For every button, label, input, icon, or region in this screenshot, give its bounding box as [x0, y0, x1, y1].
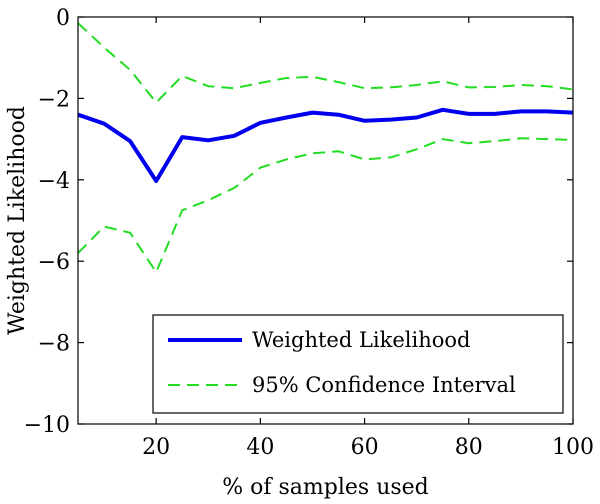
legend-box [152, 314, 564, 414]
y-tick-label: −10 [24, 413, 70, 438]
x-tick-label: 80 [455, 435, 483, 460]
series-line-95-confidence-interval-lower [77, 137, 574, 274]
x-tick-label: 40 [246, 435, 274, 460]
y-tick-label: −4 [38, 169, 70, 194]
x-tick-label: 100 [552, 435, 594, 460]
legend-label-weighted-likelihood: Weighted Likelihood [252, 328, 470, 352]
x-tick-label: 20 [142, 435, 170, 460]
y-tick-label: 0 [56, 6, 70, 31]
legend-label-confidence-interval: 95% Confidence Interval [252, 373, 516, 397]
series-line-95-confidence-interval [77, 22, 574, 104]
x-axis-title: % of samples used [222, 475, 429, 500]
y-tick-label: −8 [38, 332, 70, 357]
y-tick-label: −6 [38, 250, 70, 275]
series-line-weighted-likelihood [77, 107, 574, 183]
y-tick-label: −2 [38, 87, 70, 112]
legend: Weighted Likelihood 95% Confidence Inter… [152, 314, 564, 414]
tick-layer: 20 40 60 80 100 0 −2 −4 −6 −8 −10 [24, 6, 594, 460]
plot-area-frame [77, 16, 574, 425]
series-layer [77, 22, 574, 274]
x-tick-label: 60 [351, 435, 379, 460]
y-axis-title: Weighted Likelihood [5, 106, 30, 335]
